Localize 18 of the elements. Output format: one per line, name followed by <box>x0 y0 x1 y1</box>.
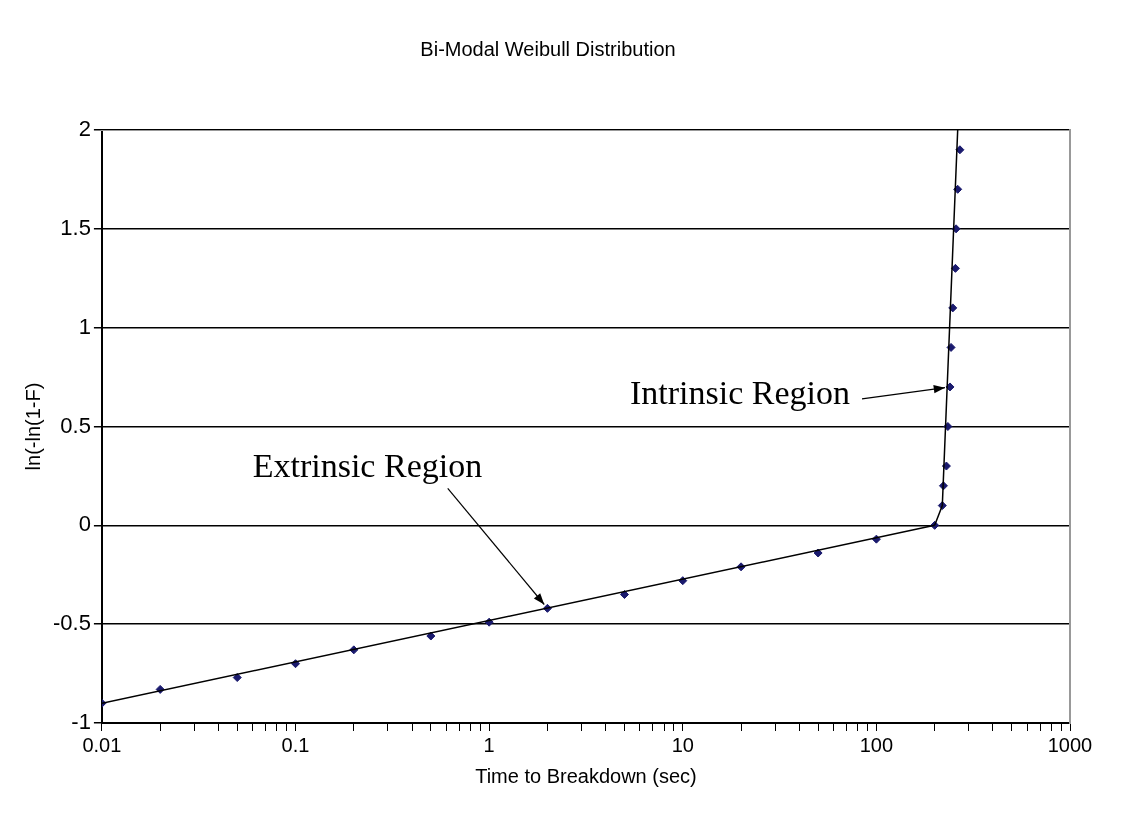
x-tick-label: 100 <box>859 733 894 756</box>
y-tick-label: 1.5 <box>60 214 91 240</box>
chart-title: Bi-Modal Weibull Distribution <box>420 37 676 60</box>
y-tick-label: 1 <box>78 313 91 339</box>
y-tick-label: -0.5 <box>52 610 91 636</box>
x-tick-label: 0.1 <box>281 733 310 756</box>
y-tick-label: -1 <box>71 709 91 735</box>
y-axis-title: ln(-ln(1-F) <box>21 382 44 471</box>
x-tick-label: 1000 <box>1047 733 1093 756</box>
annotation: Extrinsic Region <box>252 447 483 485</box>
y-tick-label: 0 <box>78 511 91 537</box>
x-axis-title: Time to Breakdown (sec) <box>475 764 697 787</box>
x-tick-label: 1 <box>483 733 495 756</box>
x-tick-label: 10 <box>671 733 694 756</box>
y-tick-label: 2 <box>78 116 91 142</box>
annotation: Intrinsic Region <box>629 373 851 411</box>
y-tick-label: 0.5 <box>60 412 91 438</box>
x-tick-label: 0.01 <box>82 733 122 756</box>
